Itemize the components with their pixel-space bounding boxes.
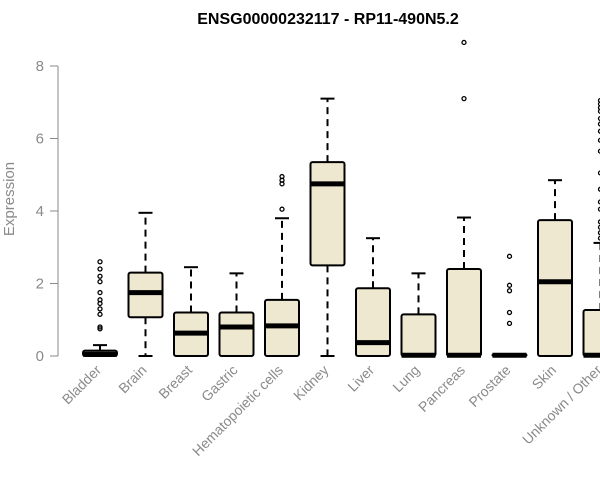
x-tick-label: Kidney xyxy=(290,362,332,404)
outlier-point xyxy=(597,128,600,134)
outlier-point xyxy=(461,39,467,46)
box-breast xyxy=(173,266,209,357)
iqr-box xyxy=(309,161,346,267)
iqr-box xyxy=(218,311,255,357)
outlier-point xyxy=(597,97,600,104)
x-tick-label: Brain xyxy=(115,362,149,396)
x-tick-label: Gastric xyxy=(198,362,241,405)
x-tick-label: Skin xyxy=(529,362,560,393)
outlier-point xyxy=(597,105,600,111)
outlier-point xyxy=(97,259,103,265)
iqr-box xyxy=(400,313,437,357)
x-tick-label: Hematopoietic cells xyxy=(189,362,286,459)
y-tick-label: 4 xyxy=(36,203,44,220)
boxes xyxy=(82,39,600,358)
outlier-point xyxy=(97,266,103,272)
outlier-point xyxy=(506,309,513,316)
box-lung xyxy=(400,272,437,358)
y-tick-label: 6 xyxy=(36,131,44,148)
outlier-point xyxy=(597,121,600,127)
x-tick-label: Prostate xyxy=(465,362,513,410)
outlier-point xyxy=(597,230,600,236)
y-axis-label: Expression xyxy=(1,162,18,236)
x-tick-label: Lung xyxy=(389,362,422,395)
chart-title: ENSG00000232117 - RP11-490N5.2 xyxy=(197,11,459,28)
outlier-point xyxy=(461,95,467,102)
outlier-point xyxy=(597,101,600,107)
outlier-point xyxy=(597,186,600,192)
outlier-point xyxy=(279,206,285,212)
box-liver xyxy=(355,237,391,357)
box-prostate xyxy=(491,253,528,358)
outlier-point xyxy=(506,253,513,259)
outlier-point xyxy=(597,170,600,176)
box-pancreas xyxy=(446,39,482,358)
outlier-point xyxy=(97,306,103,312)
box-hematopoietic-cells xyxy=(264,173,300,357)
box-gastric xyxy=(218,272,255,357)
outlier-point xyxy=(279,173,285,180)
outlier-point xyxy=(597,224,600,230)
outlier-point xyxy=(506,282,513,288)
outlier-point xyxy=(597,235,600,241)
outlier-point xyxy=(97,324,103,330)
y-tick-label: 0 xyxy=(36,348,44,365)
x-tick-label: Liver xyxy=(344,362,377,395)
outlier-point xyxy=(97,289,103,296)
outlier-point xyxy=(597,115,600,122)
x-tick-label: Unknown / Other xyxy=(519,362,600,448)
outlier-point xyxy=(97,326,103,332)
y-tick-label: 8 xyxy=(36,58,44,75)
iqr-box xyxy=(537,219,573,357)
outlier-point xyxy=(97,279,103,285)
outlier-point xyxy=(597,137,600,143)
x-tick-label: Breast xyxy=(155,362,195,402)
outlier-point xyxy=(597,199,600,205)
y-tick-label: 2 xyxy=(36,276,44,293)
iqr-box xyxy=(582,308,600,357)
outlier-point xyxy=(597,206,600,212)
outlier-point xyxy=(597,219,600,225)
iqr-box xyxy=(355,287,391,357)
iqr-box xyxy=(446,268,482,357)
y-axis: 0 2 4 6 8 xyxy=(36,58,59,365)
box-unknown-other xyxy=(582,97,600,358)
x-tick-label: Pancreas xyxy=(415,362,468,415)
outlier-point xyxy=(597,148,600,154)
box-skin xyxy=(537,179,573,357)
outlier-point xyxy=(97,311,103,317)
outlier-point xyxy=(506,320,513,327)
outlier-point xyxy=(97,273,103,279)
outlier-point xyxy=(597,108,600,114)
outlier-point xyxy=(97,297,103,303)
box-bladder xyxy=(82,259,118,357)
outlier-point xyxy=(506,288,513,294)
box-brain xyxy=(127,211,164,357)
x-tick-label: Bladder xyxy=(59,362,105,408)
box-kidney xyxy=(309,97,346,357)
